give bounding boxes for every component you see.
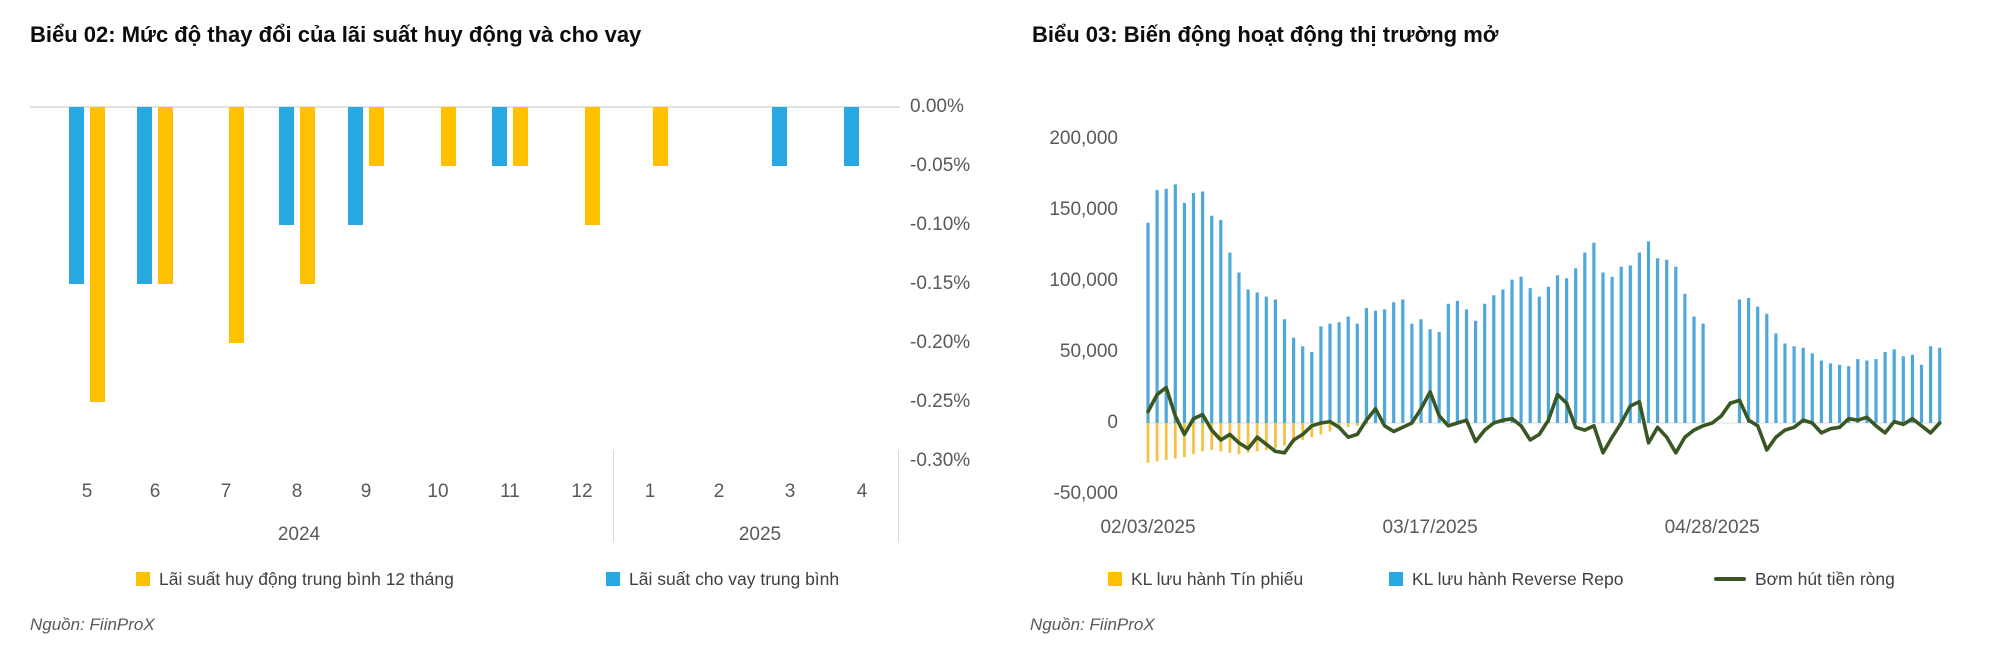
legend-item-tin-phieu: KL lưu hành Tín phiếu [1108, 568, 1304, 589]
tin-phieu-swatch [1108, 572, 1122, 586]
legend-item-reverse-repo: KL lưu hành Reverse Repo [1389, 568, 1624, 589]
bieu03-plot [1145, 184, 1942, 463]
deposit-rate-bar [585, 107, 600, 225]
date-label: 04/28/2025 [1664, 517, 1760, 538]
year-divider-line [613, 450, 614, 542]
year-label: 2025 [738, 524, 782, 545]
bieu03-title: Biểu 03: Biến động hoạt động thị trường … [1032, 22, 1499, 47]
lending-rate-bar [844, 107, 859, 166]
month-label: 5 [81, 481, 93, 502]
y-tick-label: -0.15% [910, 273, 971, 294]
y-tick-label: -50,000 [1053, 483, 1118, 504]
y-tick-label: 50,000 [1059, 341, 1118, 362]
month-label: 4 [856, 481, 868, 502]
y-tick-label: 100,000 [1049, 270, 1118, 291]
month-label: 1 [644, 481, 656, 502]
lending-legend-label: Lãi suất cho vay trung bình [629, 568, 840, 589]
lending-rate-bar [492, 107, 507, 166]
reverse-repo-swatch [1389, 572, 1403, 586]
date-label: 02/03/2025 [1100, 517, 1196, 538]
net-flow-legend-label: Bơm hút tiền ròng [1755, 568, 1895, 589]
deposit-rate-bar [513, 107, 528, 166]
date-label: 03/17/2025 [1382, 517, 1478, 538]
y-tick-label: -0.10% [910, 214, 971, 235]
reverse-repo-legend-label: KL lưu hành Reverse Repo [1412, 568, 1624, 589]
y-tick-label: 0 [1107, 412, 1118, 433]
lending-rate-bar [69, 107, 84, 284]
y-tick-label: -0.20% [910, 332, 971, 353]
month-label: 8 [291, 481, 303, 502]
deposit-rate-bar [300, 107, 315, 284]
lending-rate-bar [772, 107, 787, 166]
legend-item-lending: Lãi suất cho vay trung bình [606, 568, 840, 589]
bieu02-plot [30, 106, 900, 402]
month-label: 7 [220, 481, 232, 502]
month-label: 11 [500, 481, 520, 502]
deposit-rate-bar [653, 107, 668, 166]
deposit-swatch [136, 572, 150, 586]
lending-rate-bar [137, 107, 152, 284]
month-label: 2 [713, 481, 725, 502]
bieu03-source: Nguồn: FiinProX [1030, 615, 1155, 634]
deposit-rate-bar [90, 107, 105, 402]
tin-phieu-legend-label: KL lưu hành Tín phiếu [1131, 568, 1304, 589]
y-tick-label: -0.05% [910, 155, 971, 176]
y-tick-label: 200,000 [1049, 128, 1118, 149]
y-tick-label: 150,000 [1049, 199, 1118, 220]
y-tick-label: -0.30% [910, 450, 971, 471]
deposit-legend-label: Lãi suất huy động trung bình 12 tháng [159, 568, 454, 589]
deposit-rate-bar [229, 107, 244, 343]
deposit-rate-bar [369, 107, 384, 166]
net-flow-line-swatch [1714, 577, 1746, 581]
legend-item-net-flow: Bơm hút tiền ròng [1714, 568, 1895, 589]
lending-rate-bar [348, 107, 363, 225]
month-label: 3 [784, 481, 796, 502]
net-injection-line [1146, 385, 1942, 455]
y-tick-label: 0.00% [910, 96, 964, 117]
legend-item-deposit: Lãi suất huy động trung bình 12 tháng [136, 568, 454, 589]
year-label: 2024 [277, 524, 321, 545]
month-label: 10 [427, 481, 449, 502]
lending-swatch [606, 572, 620, 586]
deposit-rate-bar [441, 107, 456, 166]
deposit-rate-bar [158, 107, 173, 284]
axis-end-line [898, 450, 899, 542]
lending-rate-bar [279, 107, 294, 225]
month-label: 9 [360, 481, 372, 502]
month-label: 6 [149, 481, 161, 502]
y-tick-label: -0.25% [910, 391, 971, 412]
bieu02-title: Biểu 02: Mức độ thay đổi của lãi suất hu… [30, 22, 642, 47]
month-label: 12 [571, 481, 593, 502]
bieu02-source: Nguồn: FiinProX [30, 615, 155, 634]
